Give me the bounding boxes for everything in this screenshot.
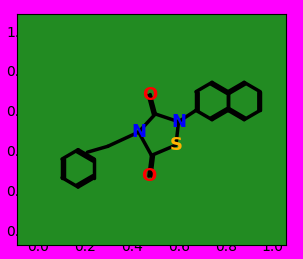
Text: N: N [131,123,146,141]
Text: O: O [143,85,158,104]
Text: N: N [171,113,186,131]
Text: S: S [169,136,182,154]
Text: O: O [141,167,157,185]
